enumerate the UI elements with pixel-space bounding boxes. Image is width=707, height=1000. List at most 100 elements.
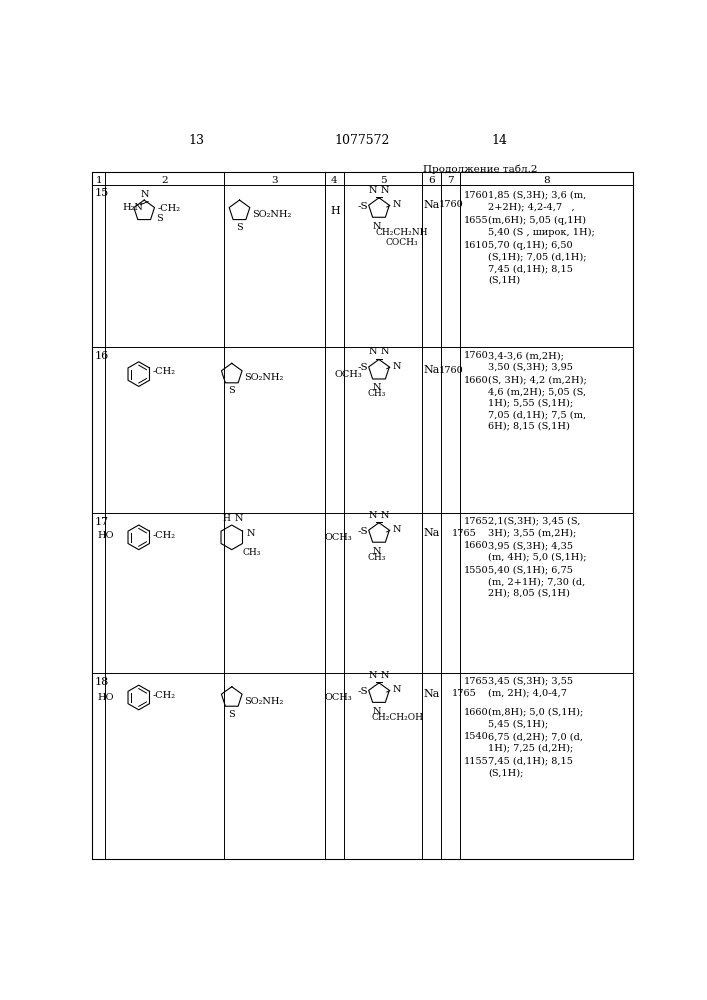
Text: 18: 18 xyxy=(95,677,109,687)
Text: SO₂NH₂: SO₂NH₂ xyxy=(252,210,291,219)
Text: 3,50 (S,3H); 3,95: 3,50 (S,3H); 3,95 xyxy=(489,363,573,372)
Text: Na: Na xyxy=(423,200,440,210)
Text: 3H); 3,55 (m,2H);: 3H); 3,55 (m,2H); xyxy=(489,528,576,537)
Text: 16: 16 xyxy=(95,351,109,361)
Text: 1660: 1660 xyxy=(464,541,489,550)
Text: 5,45 (S,1H);: 5,45 (S,1H); xyxy=(489,719,549,728)
Text: -S: -S xyxy=(357,527,368,536)
Text: H: H xyxy=(222,514,230,523)
Text: N: N xyxy=(247,529,255,538)
Text: N: N xyxy=(368,347,377,356)
Text: 5: 5 xyxy=(380,176,386,185)
Text: S: S xyxy=(228,386,235,395)
Text: 6: 6 xyxy=(428,176,435,185)
Text: S: S xyxy=(156,214,163,223)
Text: N: N xyxy=(368,671,377,680)
Text: (S,1H);: (S,1H); xyxy=(489,768,524,777)
Text: N: N xyxy=(235,514,243,523)
Text: 5,40 (S,1H); 6,75: 5,40 (S,1H); 6,75 xyxy=(489,566,573,575)
Text: Na: Na xyxy=(423,689,440,699)
Text: 3: 3 xyxy=(271,176,278,185)
Text: 6,75 (d,2H); 7,0 (d,: 6,75 (d,2H); 7,0 (d, xyxy=(489,732,583,741)
Text: 3,45 (S,3H); 3,55: 3,45 (S,3H); 3,55 xyxy=(489,677,573,686)
Text: (m, 4H); 5,0 (S,1H);: (m, 4H); 5,0 (S,1H); xyxy=(489,553,587,562)
Text: COCH₃: COCH₃ xyxy=(385,238,418,247)
Text: 1765: 1765 xyxy=(452,529,477,538)
Text: 1760: 1760 xyxy=(464,191,489,200)
Text: (S,1H): (S,1H) xyxy=(489,276,520,285)
Text: 3,95 (S,3H); 4,35: 3,95 (S,3H); 4,35 xyxy=(489,541,573,550)
Text: 1077572: 1077572 xyxy=(334,134,390,147)
Text: -CH₂: -CH₂ xyxy=(153,691,176,700)
Text: S: S xyxy=(228,710,235,719)
Text: 7: 7 xyxy=(448,176,454,185)
Text: Продолжение табл.2: Продолжение табл.2 xyxy=(423,165,538,174)
Text: 1765: 1765 xyxy=(464,517,489,526)
Text: H: H xyxy=(330,206,339,216)
Text: 1: 1 xyxy=(95,176,102,185)
Text: N: N xyxy=(141,190,149,199)
Text: N: N xyxy=(373,707,381,716)
Text: 1765: 1765 xyxy=(452,689,477,698)
Text: 4,6 (m,2H); 5,05 (S,: 4,6 (m,2H); 5,05 (S, xyxy=(489,387,586,396)
Text: HO: HO xyxy=(98,531,114,540)
Text: SO₂NH₂: SO₂NH₂ xyxy=(244,373,284,382)
Text: -S: -S xyxy=(357,202,368,211)
Bar xyxy=(92,172,633,859)
Text: 1155: 1155 xyxy=(464,757,489,766)
Text: CH₂CH₂OH: CH₂CH₂OH xyxy=(371,713,423,722)
Text: -CH₂: -CH₂ xyxy=(153,367,176,376)
Text: 1655: 1655 xyxy=(464,216,489,225)
Text: (m,6H); 5,05 (q,1H): (m,6H); 5,05 (q,1H) xyxy=(489,216,586,225)
Text: (S, 3H); 4,2 (m,2H);: (S, 3H); 4,2 (m,2H); xyxy=(489,376,587,385)
Text: N: N xyxy=(373,222,381,231)
Text: HO: HO xyxy=(98,693,114,702)
Text: 5,40 (S , широк, 1H);: 5,40 (S , широк, 1H); xyxy=(489,228,595,237)
Text: N: N xyxy=(381,511,390,520)
Text: Na: Na xyxy=(423,365,440,375)
Text: SO₂NH₂: SO₂NH₂ xyxy=(244,697,284,706)
Text: 1,85 (S,3H); 3,6 (m,: 1,85 (S,3H); 3,6 (m, xyxy=(489,191,587,200)
Text: 6H); 8,15 (S,1H): 6H); 8,15 (S,1H) xyxy=(489,422,570,431)
Text: (m, 2H); 4,0-4,7: (m, 2H); 4,0-4,7 xyxy=(489,688,567,697)
Text: OCH₃: OCH₃ xyxy=(325,693,353,702)
Text: 1H); 5,55 (S,1H);: 1H); 5,55 (S,1H); xyxy=(489,399,573,408)
Text: 15: 15 xyxy=(95,188,109,198)
Text: -S: -S xyxy=(357,687,368,696)
Text: N: N xyxy=(392,685,401,694)
Text: -S: -S xyxy=(357,363,368,372)
Text: -CH₂: -CH₂ xyxy=(158,204,180,213)
Text: S: S xyxy=(236,223,243,232)
Text: N: N xyxy=(381,347,390,356)
Text: (S,1H); 7,05 (d,1H);: (S,1H); 7,05 (d,1H); xyxy=(489,252,587,261)
Text: 7,05 (d,1H); 7,5 (m,: 7,05 (d,1H); 7,5 (m, xyxy=(489,410,586,419)
Text: 1765: 1765 xyxy=(464,677,489,686)
Text: (m,8H); 5,0 (S,1H);: (m,8H); 5,0 (S,1H); xyxy=(489,708,583,717)
Text: N: N xyxy=(381,186,390,195)
Text: 2+2H); 4,2-4,7   ,: 2+2H); 4,2-4,7 , xyxy=(489,202,575,211)
Text: 4: 4 xyxy=(331,176,338,185)
Text: 1760: 1760 xyxy=(438,366,463,375)
Text: N: N xyxy=(368,186,377,195)
Text: 17: 17 xyxy=(95,517,109,527)
Text: 1660: 1660 xyxy=(464,708,489,717)
Text: 7,45 (d,1H); 8,15: 7,45 (d,1H); 8,15 xyxy=(489,757,573,766)
Text: CH₃: CH₃ xyxy=(368,389,386,398)
Text: N: N xyxy=(392,525,401,534)
Text: 1660: 1660 xyxy=(464,376,489,385)
Text: N: N xyxy=(373,547,381,556)
Text: 1H); 7,25 (d,2H);: 1H); 7,25 (d,2H); xyxy=(489,744,573,753)
Text: 8: 8 xyxy=(544,176,550,185)
Text: 1610: 1610 xyxy=(464,241,489,250)
Text: 14: 14 xyxy=(491,134,507,147)
Text: N: N xyxy=(373,383,381,392)
Text: H₂N: H₂N xyxy=(122,203,144,212)
Text: (m, 2+1H); 7,30 (d,: (m, 2+1H); 7,30 (d, xyxy=(489,577,585,586)
Text: CH₃: CH₃ xyxy=(243,548,261,557)
Text: CH₃: CH₃ xyxy=(368,553,386,562)
Text: OCH₃: OCH₃ xyxy=(325,533,353,542)
Text: 1550: 1550 xyxy=(464,566,489,575)
Text: N: N xyxy=(392,200,401,209)
Text: 1760: 1760 xyxy=(438,200,463,209)
Text: OCH₃: OCH₃ xyxy=(335,370,363,379)
